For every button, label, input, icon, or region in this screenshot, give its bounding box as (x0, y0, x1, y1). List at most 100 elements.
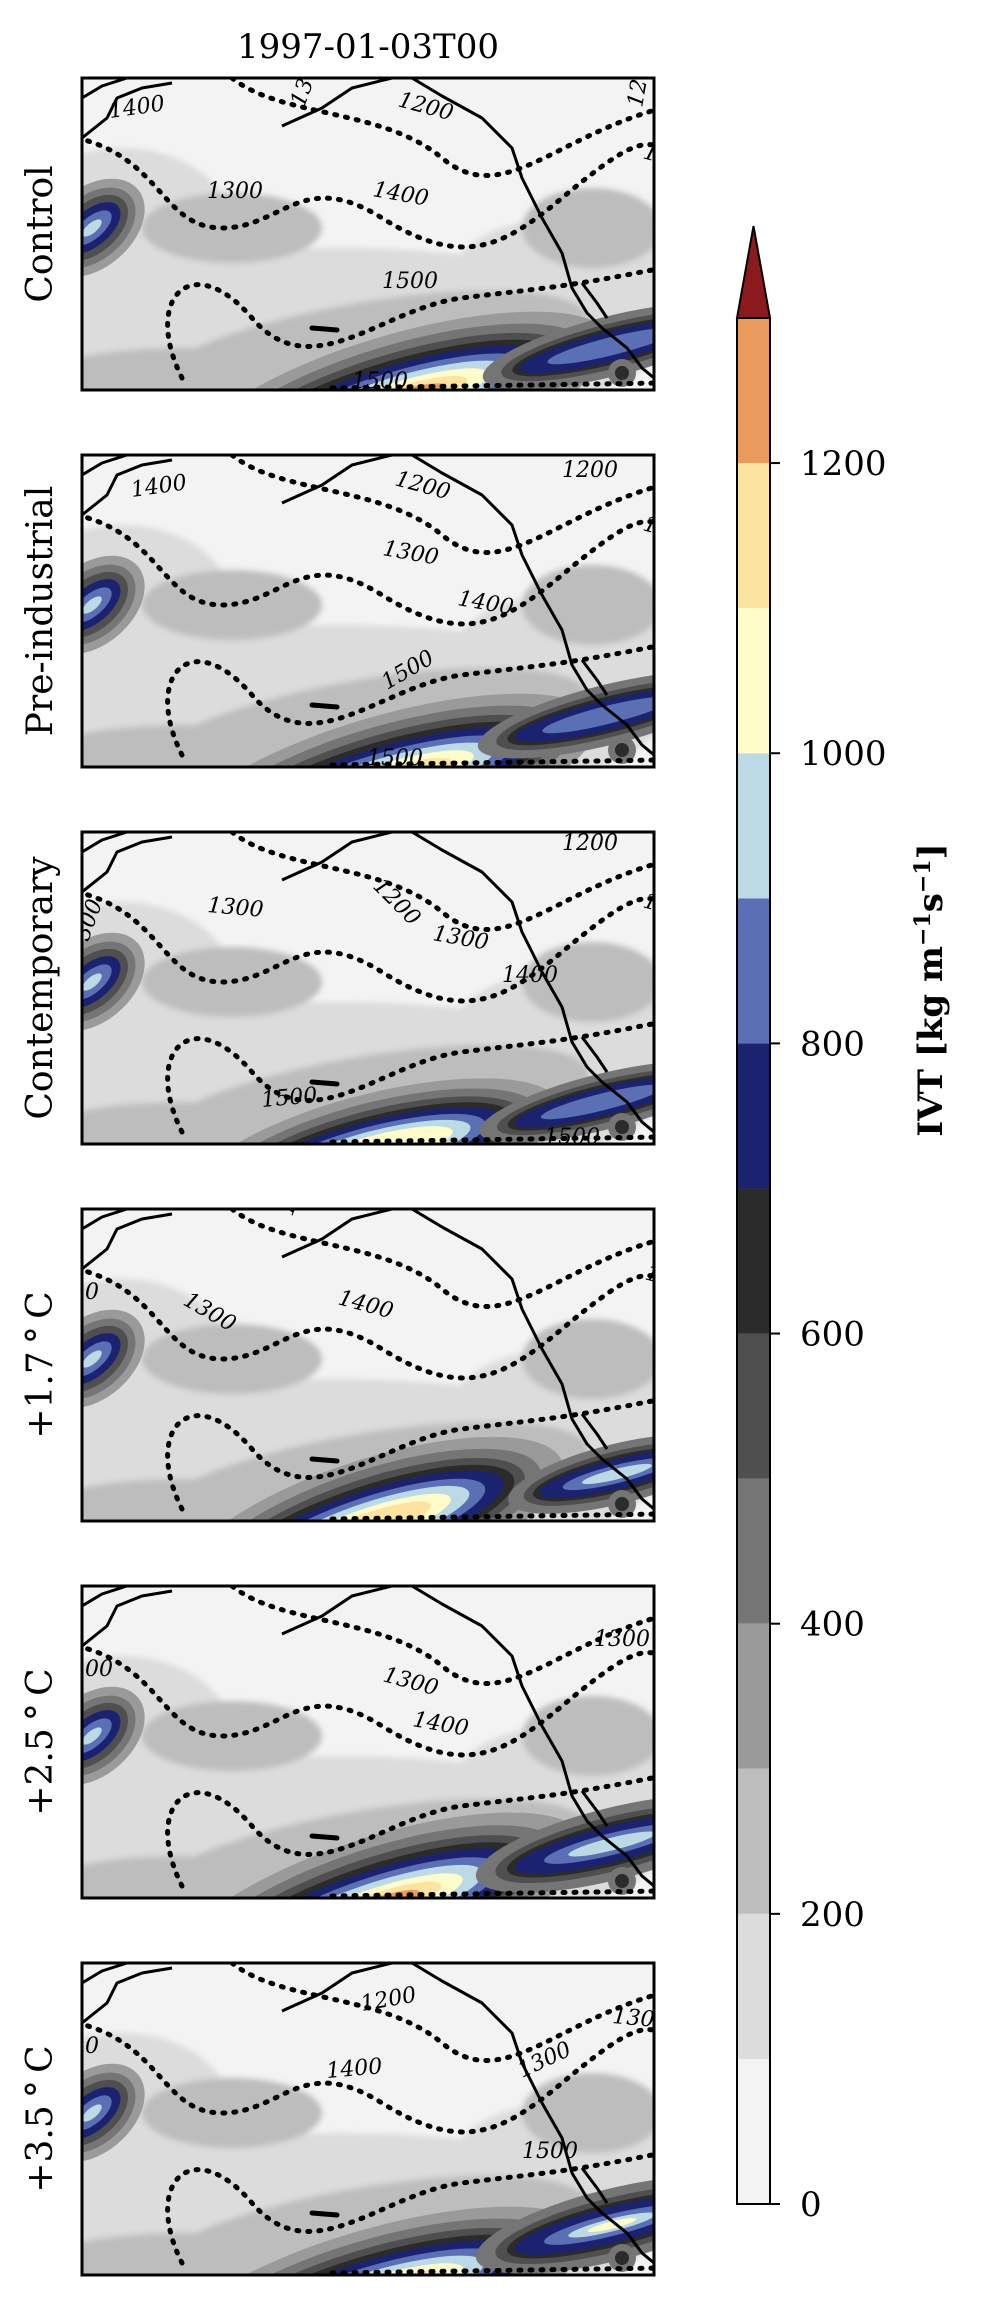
contour-label: 1400 (502, 963, 558, 988)
colorbar-tick-label: 800 (800, 1024, 865, 1064)
height-contour (82, 1644, 654, 1758)
height-contour (329, 380, 654, 390)
panel-row-label: +1.7 ° C (20, 1291, 61, 1438)
contour-label: 1300 (206, 893, 264, 923)
panel-frame (80, 830, 656, 1146)
panel-frame (80, 76, 656, 392)
ivt-contour-200 (522, 565, 654, 645)
contour-label: 1500 (352, 369, 408, 394)
ivt-contour-200 (522, 188, 654, 268)
height-contour (229, 455, 654, 555)
coastline (82, 1586, 654, 1888)
height-contour (329, 1888, 654, 1898)
height-contour (82, 890, 654, 1004)
height-contour (329, 2265, 654, 2275)
ivt-contour-200 (82, 2233, 322, 2275)
contour-label: 0 (85, 2034, 99, 2059)
ivt-band (82, 596, 102, 614)
colorbar-swatch (737, 1043, 770, 1189)
panel-frame (80, 1584, 656, 1900)
height-contour (329, 1511, 654, 1521)
ivt-contour-200 (522, 2073, 654, 2153)
ivt-band (82, 219, 102, 237)
ivt-main-plume (193, 1078, 561, 1144)
panel-row-label: +2.5 ° C (20, 1668, 61, 1815)
ivt-coastal-plume (479, 1061, 654, 1143)
ivt-band (587, 2218, 637, 2232)
contour-label: 1300 (594, 1627, 650, 1652)
contour-label: 13 (642, 1261, 676, 1292)
ivt-main-plume (180, 1436, 564, 1521)
colorbar-extend-arrow (735, 225, 772, 319)
contour-label: 1500 (367, 746, 423, 771)
contour-label: 1300 (207, 179, 263, 204)
ivt-left-plume (82, 1309, 145, 1409)
ivt-band (331, 2273, 422, 2302)
ivt-coastal-plume (475, 2176, 654, 2274)
contour-label: 00 (85, 1657, 113, 1682)
coastline (82, 1963, 654, 2265)
contour-tick (309, 1456, 340, 1464)
ivt-band (301, 1126, 453, 1144)
height-contour (82, 513, 654, 627)
ivt-band (82, 1727, 102, 1745)
coastline (82, 78, 654, 380)
colorbar-tick-label: 200 (800, 1895, 865, 1935)
ivt-inland-patch (615, 366, 629, 380)
ivt-band (582, 1463, 652, 1485)
contour-label: 1500 (522, 2139, 578, 2164)
contour-tick (309, 1833, 340, 1841)
colorbar-swatch (737, 1478, 770, 1624)
ivt-contour-200 (82, 725, 322, 767)
ivt-inland-patch (615, 743, 629, 757)
colorbar-swatch (737, 1768, 770, 1914)
contour-label: 1200 (562, 458, 618, 483)
height-contour (165, 644, 654, 758)
colorbar-label: IVT [kg m−1s−1] (910, 843, 951, 1136)
ivt-band (82, 1350, 102, 1368)
contour-label: 130 (274, 1171, 312, 1219)
panel-frame (80, 1207, 656, 1523)
ivt-band (542, 696, 654, 734)
height-contour (165, 1398, 654, 1512)
contour-label: 1400 (325, 2054, 383, 2084)
height-contour (165, 2152, 654, 2266)
ivt-coastal-plume (482, 302, 654, 390)
ivt-contour-200 (82, 348, 322, 390)
colorbar-tick-label: 600 (800, 1315, 865, 1355)
ivt-band (354, 2283, 400, 2302)
height-contour (229, 1209, 654, 1309)
contour-tick (309, 325, 340, 333)
height-contour (229, 78, 654, 178)
contour-label: 1300 (611, 2004, 669, 2034)
colorbar-tick-label: 0 (800, 2185, 822, 2225)
panel-frame (80, 453, 656, 769)
height-contour (82, 2021, 654, 2135)
ivt-left-plume (82, 932, 145, 1032)
coastline (82, 1209, 654, 1511)
height-contour (165, 1021, 654, 1135)
ivt-inland-patch (615, 1120, 629, 1134)
colorbar-swatch (737, 463, 770, 609)
height-contour (229, 1963, 654, 2063)
colorbar-swatch (737, 2058, 770, 2204)
coastline (82, 455, 654, 757)
ivt-band (82, 2104, 102, 2122)
height-contour (329, 1134, 654, 1144)
ivt-inland-patch (615, 2251, 629, 2265)
height-contour (329, 757, 654, 767)
colorbar-tick-label: 400 (800, 1605, 865, 1645)
height-contour (229, 1586, 654, 1686)
ivt-contour-200 (522, 1696, 654, 1776)
colorbar-tick-label: 1200 (800, 444, 887, 484)
height-contour (165, 267, 654, 381)
ivt-band (364, 770, 410, 790)
colorbar-outline (736, 318, 771, 2205)
ivt-band (540, 1084, 654, 1120)
colorbar-swatch (737, 1913, 770, 2059)
panel-row-label: +3.5 ° C (20, 2045, 61, 2192)
contour-label: 1500 (544, 1125, 600, 1150)
